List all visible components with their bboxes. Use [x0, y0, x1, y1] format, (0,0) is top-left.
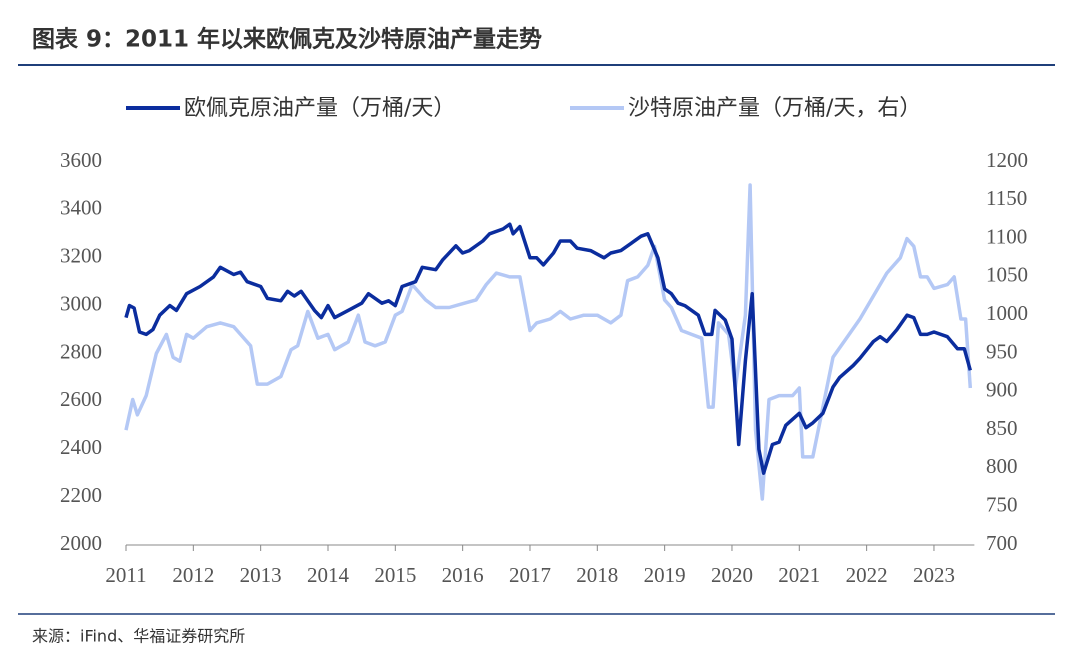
y-tick-label: 3200	[60, 244, 102, 268]
y-tick-label: 2600	[60, 387, 102, 411]
y-tick-label: 2000	[60, 531, 102, 555]
x-tick-label: 2019	[644, 563, 686, 587]
x-tick-label: 2018	[576, 563, 618, 587]
y2-tick-label: 1150	[986, 186, 1027, 210]
y2-tick-label: 1100	[986, 224, 1027, 248]
x-tick-label: 2013	[240, 563, 282, 587]
legend-label: 沙特原油产量（万桶/天，右）	[628, 96, 921, 121]
series-line	[124, 183, 973, 501]
y2-tick-label: 1050	[986, 263, 1028, 287]
y2-tick-label: 1200	[986, 148, 1028, 172]
series-line	[124, 222, 972, 475]
x-tick-label: 2020	[711, 563, 753, 587]
y-tick-label: 2800	[60, 339, 102, 363]
y2-tick-label: 900	[986, 378, 1018, 402]
x-tick-label: 2022	[846, 563, 888, 587]
y-tick-label: 3400	[60, 196, 102, 220]
y2-tick-label: 750	[986, 493, 1018, 517]
y2-tick-label: 850	[986, 416, 1018, 440]
y-tick-label: 3000	[60, 291, 102, 315]
source: 来源：iFind、华福证券研究所	[32, 627, 245, 646]
legend-label: 欧佩克原油产量（万桶/天）	[184, 96, 455, 121]
y2-tick-label: 1000	[986, 301, 1028, 325]
x-tick-label: 2011	[105, 563, 146, 587]
x-tick-label: 2021	[778, 563, 820, 587]
x-tick-label: 2023	[913, 563, 955, 587]
y2-tick-label: 800	[986, 454, 1018, 478]
x-tick-label: 2017	[509, 563, 551, 587]
x-tick-label: 2015	[374, 563, 416, 587]
x-tick-label: 2016	[442, 563, 484, 587]
y2-tick-label: 700	[986, 531, 1018, 555]
x-tick-label: 2014	[307, 563, 350, 587]
y-tick-label: 2400	[60, 435, 102, 459]
y-tick-label: 3600	[60, 148, 102, 172]
y2-tick-label: 950	[986, 339, 1018, 363]
x-tick-label: 2012	[172, 563, 214, 587]
y-tick-label: 2200	[60, 483, 102, 507]
chart-title: 图表 9：2011 年以来欧佩克及沙特原油产量走势	[32, 26, 542, 53]
